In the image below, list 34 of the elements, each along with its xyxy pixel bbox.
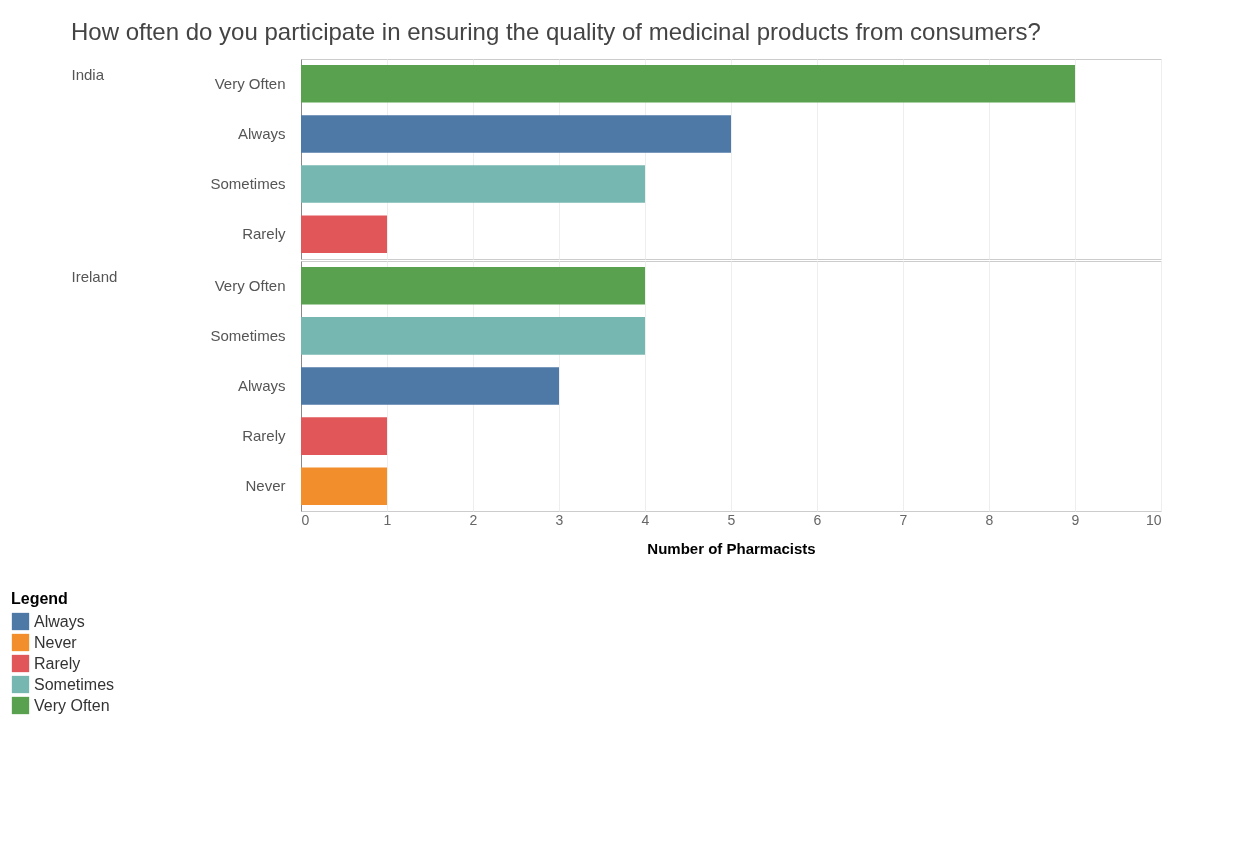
legend-label: Always (34, 612, 85, 630)
legend-label: Sometimes (34, 675, 115, 693)
bar (301, 65, 1075, 103)
legend-title: Legend (11, 590, 68, 607)
x-tick-label: 10 (1145, 511, 1162, 528)
y-tick-label: Rarely (242, 427, 286, 445)
x-tick-label: 1 (383, 511, 392, 528)
x-tick-label: 9 (1071, 511, 1080, 528)
x-tick-label: 7 (899, 511, 908, 528)
y-tick-label: Sometimes (210, 326, 286, 344)
y-tick-label: Very Often (214, 74, 286, 92)
x-tick-label: 8 (985, 511, 994, 528)
y-axis-title: Ireland (71, 267, 118, 285)
x-tick-label: 3 (555, 511, 564, 528)
legend-label: Rarely (34, 654, 81, 672)
y-axis-title: India (71, 65, 105, 83)
y-tick-label: Never (245, 477, 286, 495)
x-tick-label: 6 (813, 511, 822, 528)
y-tick-label: Very Often (214, 276, 286, 294)
x-tick-label: 0 (301, 511, 310, 528)
legend-label: Very Often (34, 696, 110, 714)
y-tick-label: Always (237, 124, 286, 142)
bar (301, 165, 645, 203)
y-tick-label: Always (237, 377, 286, 394)
legend-label: Never (34, 633, 78, 651)
bar (301, 215, 387, 253)
y-tick-label: Rarely (242, 225, 286, 243)
chart-title: How often do you participate in ensuring the quality of medicinal products from consumers? (71, 18, 1041, 45)
x-tick-label: 2 (469, 511, 478, 528)
x-axis-title: Number of Pharmacists (647, 539, 816, 557)
x-tick-label: 4 (641, 511, 650, 528)
y-tick-label: Sometimes (210, 175, 286, 193)
bar (301, 115, 731, 153)
x-tick-label: 5 (727, 511, 736, 528)
